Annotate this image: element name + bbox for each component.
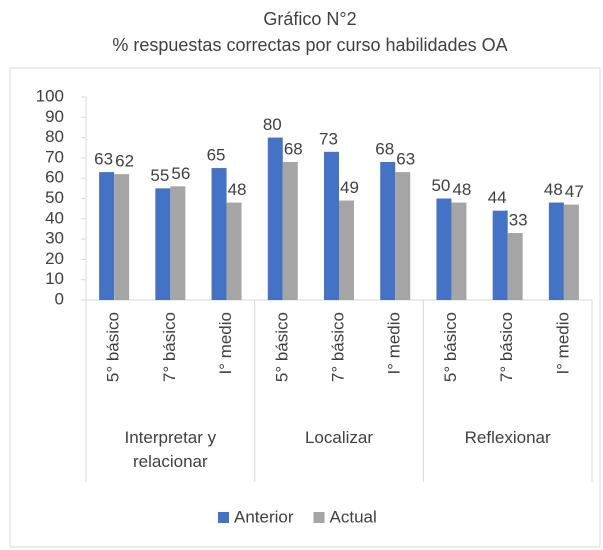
data-label: 80 <box>263 115 282 134</box>
data-label: 48 <box>228 180 247 199</box>
data-label: 50 <box>431 176 450 195</box>
bar <box>155 188 171 300</box>
x-tick-label: 7° básico <box>328 312 347 382</box>
bar <box>548 202 564 300</box>
x-tick-label: 7° básico <box>497 312 516 382</box>
bar <box>395 172 411 300</box>
group-label: Localizar <box>304 428 374 447</box>
bar <box>324 151 339 300</box>
data-label: 48 <box>544 180 563 199</box>
data-label: 62 <box>115 152 134 171</box>
data-label: 68 <box>284 139 303 158</box>
y-tick-label: 100 <box>36 86 64 105</box>
x-tick-label: I° medio <box>553 312 572 375</box>
bar <box>563 204 579 300</box>
bar <box>226 202 242 300</box>
chart-subtitle: % respuestas correctas por curso habilid… <box>112 35 507 55</box>
bar <box>492 210 508 300</box>
bar <box>451 202 467 300</box>
bar <box>380 161 396 300</box>
data-label: 73 <box>319 129 338 148</box>
legend-swatch <box>218 512 229 523</box>
x-tick-label: I° medio <box>216 312 235 375</box>
group-label: Interpretar y relacionar <box>124 428 217 471</box>
y-tick-label: 10 <box>45 269 64 288</box>
y-tick-label: 80 <box>45 127 64 146</box>
data-label: 44 <box>488 188 507 207</box>
x-tick-label: 5° básico <box>272 312 291 382</box>
bar <box>114 174 130 300</box>
data-label: 33 <box>509 210 528 229</box>
chart-border <box>9 67 601 548</box>
bar <box>436 198 452 300</box>
data-label: 65 <box>207 146 226 165</box>
bar <box>282 161 298 300</box>
bar <box>99 172 115 300</box>
data-label: 49 <box>340 178 359 197</box>
data-label: 63 <box>396 150 415 169</box>
y-tick-label: 70 <box>45 147 64 166</box>
y-tick-label: 0 <box>55 289 64 308</box>
x-tick-label: 5° básico <box>104 312 123 382</box>
y-tick-label: 60 <box>45 168 64 187</box>
y-tick-label: 50 <box>45 188 64 207</box>
legend-label: Anterior <box>234 507 294 526</box>
data-label: 55 <box>150 166 169 185</box>
bar <box>339 200 354 300</box>
y-tick-label: 20 <box>45 249 64 268</box>
y-tick-label: 40 <box>45 208 64 227</box>
group-label: Reflexionar <box>464 428 551 447</box>
data-label: 68 <box>375 139 394 158</box>
data-label: 48 <box>452 180 471 199</box>
data-label: 56 <box>171 164 190 183</box>
bar <box>170 186 186 300</box>
data-label: 63 <box>94 150 113 169</box>
data-label: 47 <box>565 182 584 201</box>
legend-swatch <box>313 512 325 523</box>
y-tick-label: 30 <box>45 229 64 248</box>
legend-label: Actual <box>330 507 377 526</box>
bar <box>507 233 523 300</box>
x-tick-label: I° medio <box>385 312 404 375</box>
x-tick-label: 5° básico <box>441 312 460 382</box>
chart-title: Gráfico N°2 <box>263 9 356 29</box>
x-tick-label: 7° básico <box>160 312 179 382</box>
y-tick-label: 90 <box>45 107 64 126</box>
bar <box>211 168 227 300</box>
bar <box>267 137 283 300</box>
